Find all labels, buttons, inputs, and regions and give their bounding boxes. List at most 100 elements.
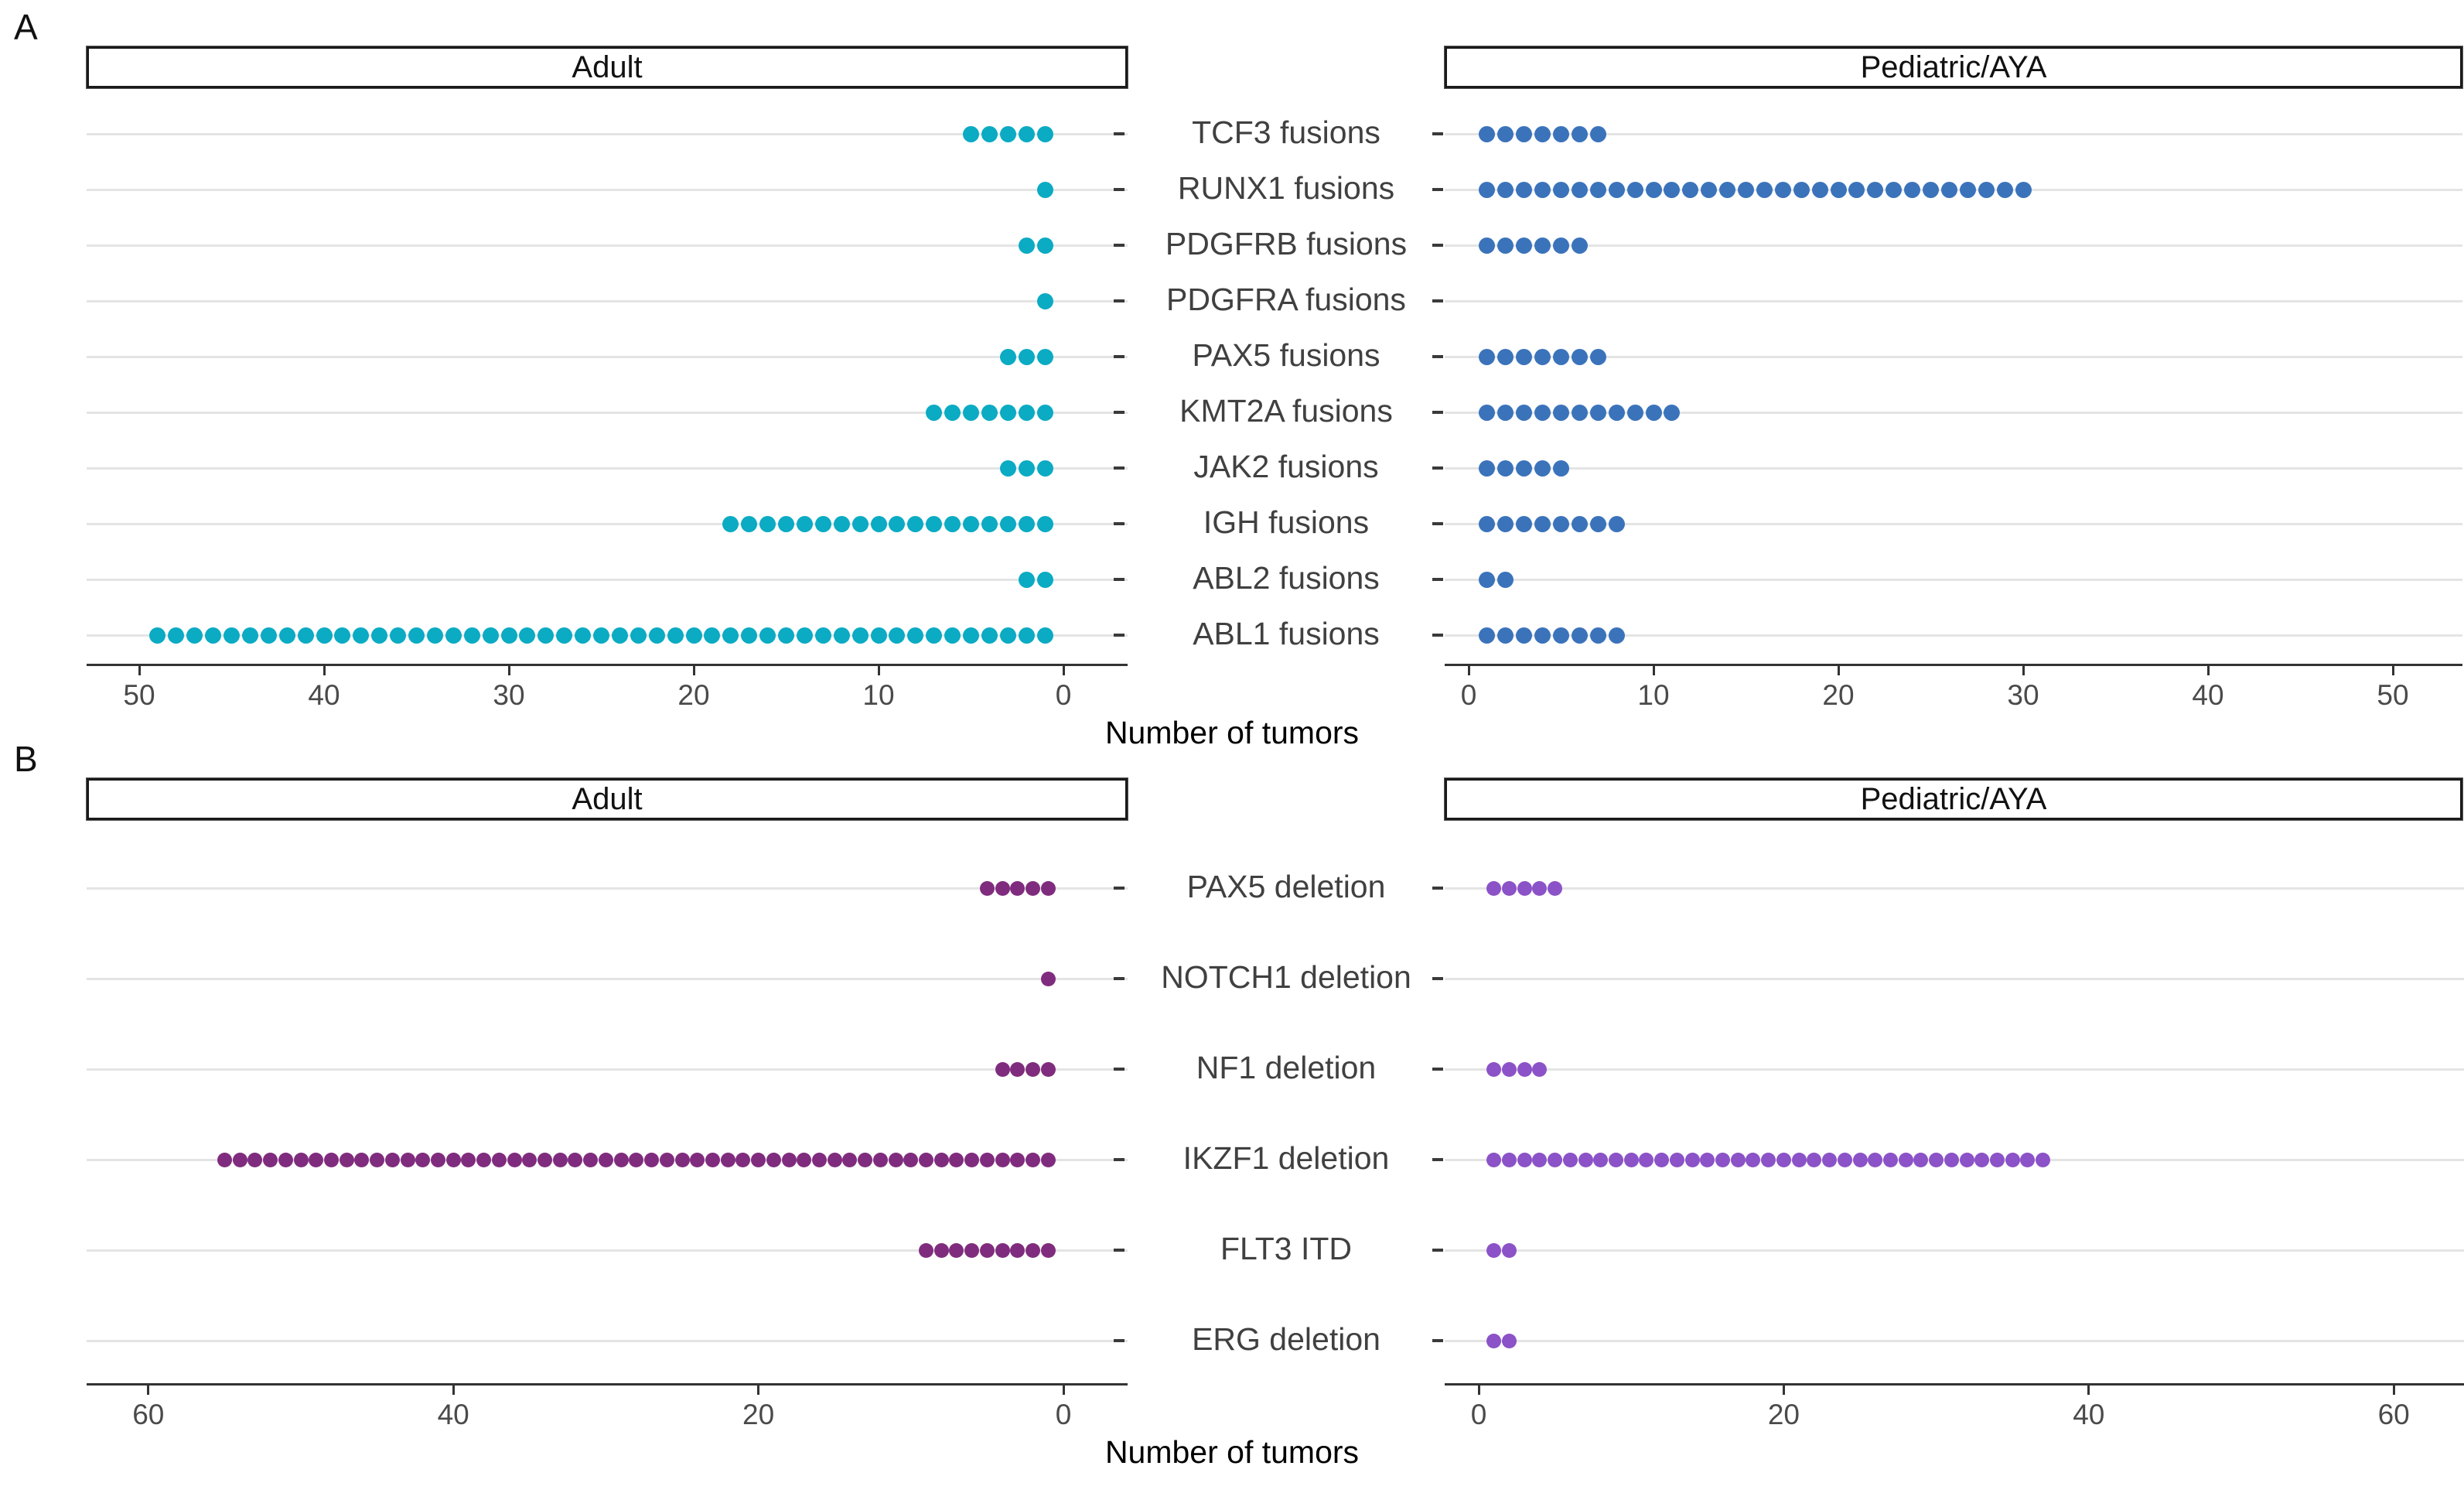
data-dot (1479, 404, 1496, 421)
category-tick-left (1114, 466, 1124, 470)
data-dot (1534, 404, 1551, 421)
x-axis-tick (2392, 1386, 2395, 1395)
grid-line (1445, 244, 2462, 247)
x-axis-tick (1652, 666, 1655, 675)
grid-line (1445, 978, 2464, 980)
panel-b-adult-header: Adult (87, 778, 1128, 820)
data-dot (1534, 181, 1551, 198)
data-dot (1639, 1152, 1654, 1167)
data-dot (1036, 181, 1053, 198)
data-dot (979, 1242, 995, 1258)
data-dot (1793, 181, 1810, 198)
category-tick-right (1432, 578, 1443, 581)
grid-line (87, 1068, 1128, 1071)
grid-line (87, 978, 1128, 980)
data-dot (224, 627, 240, 644)
data-dot (903, 1152, 919, 1167)
panel-a-pediatric-header: Pediatric/AYA (1445, 46, 2462, 88)
data-dot (1501, 1242, 1517, 1258)
data-dot (949, 1152, 964, 1167)
data-dot (778, 627, 794, 644)
data-dot (648, 627, 665, 644)
data-dot (1548, 1152, 1563, 1167)
category-label: RUNX1 fusions (1177, 170, 1395, 206)
data-dot (482, 627, 499, 644)
x-axis-line (87, 664, 1128, 666)
data-dot (1913, 1152, 1929, 1167)
x-axis-tick (1782, 1386, 1785, 1395)
data-dot (538, 1152, 553, 1167)
grid-line (1445, 523, 2462, 525)
data-dot (371, 627, 388, 644)
data-dot (981, 125, 998, 142)
data-dot (1868, 1152, 1883, 1167)
data-dot (1682, 181, 1699, 198)
data-dot (1010, 880, 1026, 896)
data-dot (309, 1152, 324, 1167)
data-dot (1837, 1152, 1852, 1167)
data-dot (685, 627, 702, 644)
category-label: FLT3 ITD (1220, 1231, 1353, 1266)
data-dot (1944, 1152, 1959, 1167)
data-dot (1040, 1242, 1056, 1258)
data-dot (759, 627, 776, 644)
x-axis-tick (1837, 666, 1840, 675)
data-dot (781, 1152, 797, 1167)
x-axis-tick (1477, 1386, 1480, 1395)
grid-line (87, 244, 1128, 247)
data-dot (1486, 1242, 1502, 1258)
data-dot (538, 627, 555, 644)
data-dot (720, 1152, 735, 1167)
category-label: ABL2 fusions (1193, 560, 1380, 596)
data-dot (1018, 460, 1035, 477)
data-dot (919, 1152, 934, 1167)
data-dot (1501, 880, 1517, 896)
category-label: PDGFRA fusions (1166, 282, 1406, 317)
data-dot (963, 627, 979, 644)
data-dot (1959, 1152, 1974, 1167)
x-axis-tick (692, 666, 695, 675)
grid-line (87, 356, 1128, 358)
x-axis-tick-label: 20 (1822, 679, 1855, 711)
data-dot (1497, 181, 1514, 198)
data-dot (1553, 515, 1569, 532)
data-dot (1036, 292, 1053, 309)
data-dot (1517, 1061, 1532, 1077)
data-dot (400, 1152, 415, 1167)
grid-line (1445, 634, 2462, 637)
data-dot (1532, 880, 1548, 896)
data-dot (1040, 1152, 1056, 1167)
data-dot (1791, 1152, 1807, 1167)
data-dot (963, 404, 979, 421)
data-dot (833, 627, 850, 644)
data-dot (445, 627, 462, 644)
category-label: TCF3 fusions (1192, 114, 1380, 150)
x-axis-tick-label: 30 (2007, 679, 2039, 711)
category-label: KMT2A fusions (1179, 393, 1393, 429)
data-dot (926, 515, 943, 532)
data-dot (870, 515, 887, 532)
x-axis-tick-label: 10 (1637, 679, 1670, 711)
data-dot (461, 1152, 476, 1167)
data-dot (751, 1152, 766, 1167)
data-dot (735, 1152, 751, 1167)
x-axis-tick-label: 20 (1767, 1399, 1800, 1430)
category-label: IKZF1 deletion (1183, 1140, 1390, 1176)
category-tick-right (1432, 411, 1443, 414)
data-dot (2036, 1152, 2051, 1167)
data-dot (1026, 1061, 1041, 1077)
data-dot (1036, 515, 1053, 532)
x-axis-tick (2087, 1386, 2090, 1395)
data-dot (1593, 1152, 1609, 1167)
data-dot (1978, 181, 1995, 198)
data-dot (1589, 348, 1606, 365)
data-dot (842, 1152, 858, 1167)
data-dot (1497, 515, 1514, 532)
data-dot (926, 627, 943, 644)
data-dot (1010, 1061, 1026, 1077)
category-tick-left (1114, 244, 1124, 247)
data-dot (1018, 125, 1035, 142)
data-dot (979, 880, 995, 896)
x-axis-tick-label: 40 (2192, 679, 2224, 711)
category-tick-right (1432, 977, 1443, 980)
